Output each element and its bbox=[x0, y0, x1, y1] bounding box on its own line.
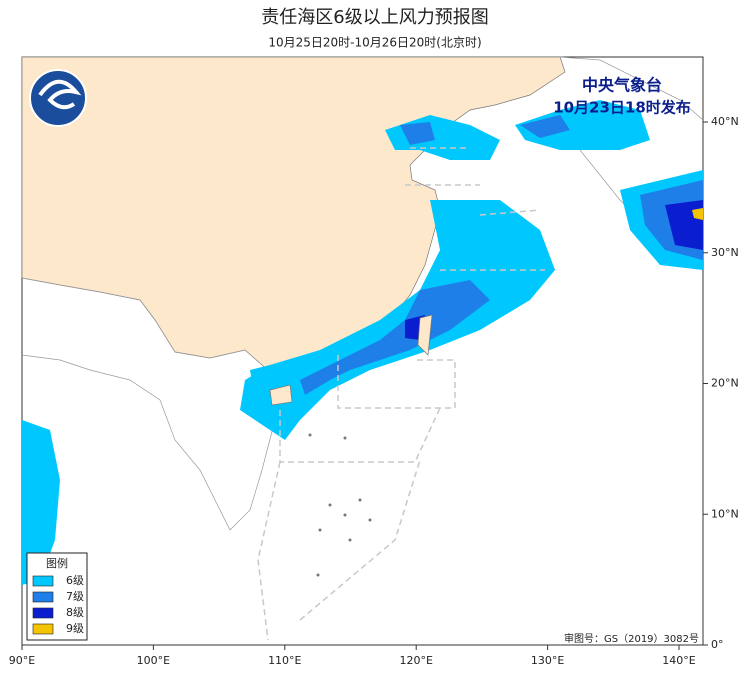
x-tick-label: 140°E bbox=[662, 654, 695, 667]
review-number: 审图号：GS（2019）3082号 bbox=[564, 632, 699, 645]
legend-swatch bbox=[32, 623, 54, 635]
legend-label: 8级 bbox=[66, 606, 84, 619]
legend-swatch bbox=[32, 591, 54, 603]
legend-label: 6级 bbox=[66, 574, 84, 587]
legend-label: 9级 bbox=[66, 622, 84, 635]
x-tick-label: 110°E bbox=[268, 654, 301, 667]
logo bbox=[29, 69, 87, 127]
wind-9 bbox=[692, 208, 703, 220]
y-tick-label: 20°N bbox=[711, 377, 739, 390]
sea-area-boundaries bbox=[257, 147, 545, 641]
x-tick-label: 120°E bbox=[399, 654, 432, 667]
issuer-agency: 中央气象台 bbox=[582, 76, 662, 95]
x-tick-label: 100°E bbox=[137, 654, 170, 667]
legend-swatch bbox=[32, 575, 54, 587]
islands bbox=[308, 433, 372, 577]
title: 责任海区6级以上风力预报图 bbox=[261, 7, 488, 28]
y-tick-label: 10°N bbox=[711, 507, 739, 520]
subtitle: 10月25日20时-10月26日20时(北京时) bbox=[268, 36, 481, 50]
hainan bbox=[269, 384, 293, 406]
taiwan bbox=[417, 314, 433, 356]
legend-title: 图例 bbox=[46, 556, 68, 570]
issue-time: 10月23日18时发布 bbox=[553, 99, 691, 117]
coastline bbox=[21, 277, 283, 531]
map-area bbox=[21, 56, 704, 646]
y-tick-label: 40°N bbox=[711, 115, 739, 128]
y-tick-label: 30°N bbox=[711, 246, 739, 259]
y-tick-label: 0° bbox=[711, 638, 724, 651]
x-tick-label: 90°E bbox=[9, 654, 35, 667]
legend-label: 7级 bbox=[66, 590, 84, 603]
legend-swatch bbox=[32, 607, 54, 619]
x-tick-label: 130°E bbox=[531, 654, 564, 667]
